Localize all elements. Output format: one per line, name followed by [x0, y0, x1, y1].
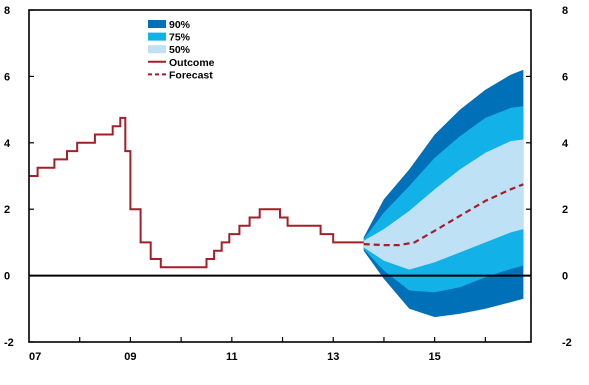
- fan-bands: [363, 69, 524, 318]
- forecast-line: [363, 183, 524, 247]
- legend-swatch-50: [148, 45, 166, 54]
- outcome-line-group: [29, 116, 364, 269]
- y-tick-label-right: 4: [562, 138, 569, 150]
- x-tick-label: 09: [124, 351, 136, 363]
- y-tick-label-right: 2: [562, 204, 568, 216]
- left-y-axis: 8 6 4 2 0 -2: [4, 5, 34, 349]
- x-tick-label: 11: [226, 351, 238, 363]
- y-tick-label-left: 4: [4, 138, 11, 150]
- x-tick-label: 07: [29, 351, 41, 363]
- y-tick-label-left: 0: [4, 271, 10, 283]
- right-y-axis: 8 6 4 2 0 -2: [526, 5, 572, 349]
- x-tick-label: 13: [327, 351, 339, 363]
- plot-border: [28, 9, 532, 343]
- legend-swatch-90: [148, 20, 166, 28]
- legend-label: 75%: [169, 32, 191, 44]
- outcome-line: [29, 116, 364, 269]
- y-tick-label-left: 6: [4, 71, 10, 83]
- x-axis: 07 09 11 13 15: [29, 337, 486, 363]
- band-50: [363, 139, 524, 270]
- legend-label: Outcome: [169, 57, 215, 69]
- y-tick-label-left: -2: [4, 337, 14, 349]
- y-tick-label-right: -2: [562, 337, 572, 349]
- forecast-line-group: [363, 183, 524, 247]
- y-tick-label-right: 8: [562, 5, 568, 17]
- legend-label: Forecast: [169, 69, 213, 81]
- legend-label: 90%: [169, 19, 191, 31]
- legend-label: 50%: [169, 44, 191, 56]
- y-tick-label-left: 8: [4, 5, 10, 17]
- legend-swatch-75: [148, 32, 166, 41]
- x-tick-label: 15: [429, 351, 441, 363]
- y-tick-label-left: 2: [4, 204, 10, 216]
- plot-frame: [28, 9, 532, 343]
- y-tick-label-right: 6: [562, 71, 568, 83]
- y-tick-label-right: 0: [562, 271, 568, 283]
